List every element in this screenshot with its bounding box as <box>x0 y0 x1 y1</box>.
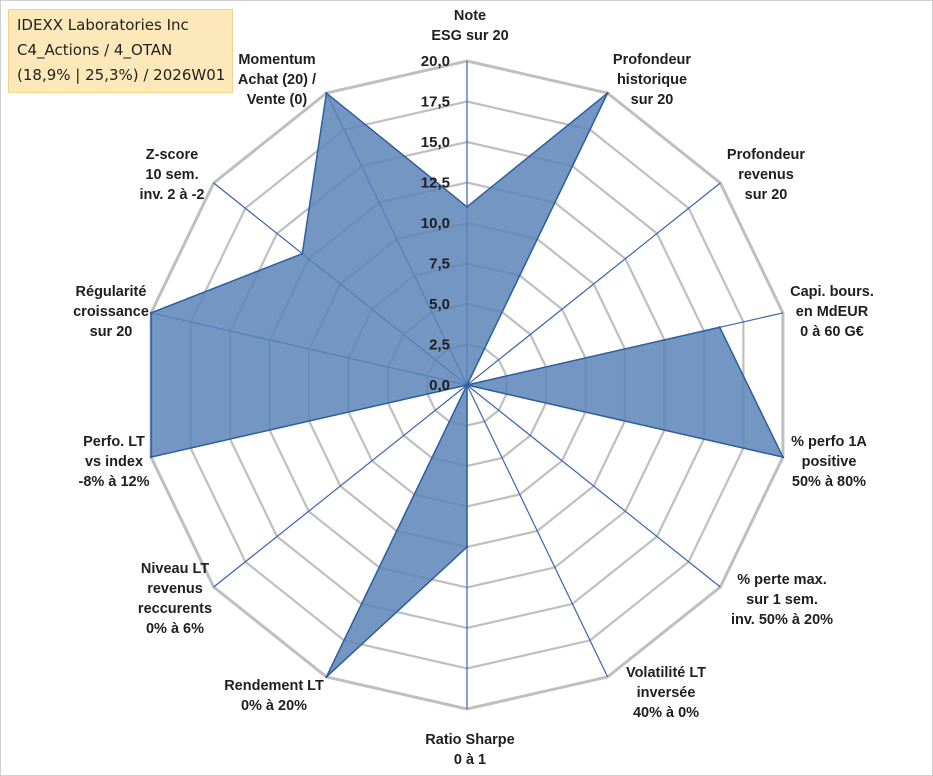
axis-label-line: Ratio Sharpe <box>425 732 514 748</box>
tick-label: 10,0 <box>421 215 450 232</box>
series-point-1 <box>606 91 609 95</box>
axis-label-13: Momentum Achat (20) / Vente (0) <box>238 52 316 108</box>
spoke-6 <box>466 384 609 678</box>
axis-label-line: revenus <box>738 167 794 183</box>
axis-label-line: ESG sur 20 <box>431 28 508 44</box>
axis-labels: Note ESG sur 20 Profondeur historique sur 20… <box>73 8 874 768</box>
axis-label-line: sur 20 <box>745 187 788 203</box>
axis-label-5: % perte max. sur 1 sem. inv. 50% à 20% <box>731 572 833 628</box>
portfolio-category: C4_Actions / 4_OTAN <box>17 41 173 59</box>
axis-label-line: Volatilité LT <box>626 665 706 681</box>
tick-label: 12,5 <box>421 175 450 192</box>
axis-label-line: % perte max. <box>737 572 826 588</box>
axis-label-11: Régularité croissance sur 20 <box>73 284 149 340</box>
axis-label-9: Niveau LT revenus reccurents 0% à 6% <box>138 561 212 637</box>
series-point-11 <box>149 311 153 315</box>
series-point-10 <box>149 455 153 459</box>
axis-label-line: Niveau LT <box>141 561 209 577</box>
series-point-7 <box>465 545 469 549</box>
series-point-8 <box>325 675 328 679</box>
axis-label-line: en MdEUR <box>796 304 869 320</box>
axis-label-line: Capi. bours. <box>790 284 874 300</box>
axis-label-line: Perfo. LT <box>83 434 145 450</box>
performance-week: (18,9% | 25,3%) / 2026W01 <box>17 66 226 84</box>
axis-label-line: Momentum <box>238 52 315 68</box>
axis-label-line: Rendement LT <box>224 678 324 694</box>
axis-label-line: 50% à 80% <box>792 474 866 490</box>
axis-label-line: Z-score <box>146 147 198 163</box>
spoke-5 <box>466 384 721 588</box>
axis-label-8: Rendement LT 0% à 20% <box>224 678 324 714</box>
tick-label: 17,5 <box>421 94 450 111</box>
series-point-9 <box>465 383 469 387</box>
axis-label-line: Régularité <box>76 284 147 300</box>
radial-tick-labels: 0,0 2,5 5,0 7,5 10,0 12,5 15,0 17,5 20,0 <box>421 53 450 394</box>
axis-label-line: 0% à 20% <box>241 698 307 714</box>
axis-label-line: % perfo 1A <box>791 434 867 450</box>
series-point-4 <box>781 455 785 459</box>
axis-label-line: inv. 50% à 20% <box>731 612 833 628</box>
axis-label-1: Profondeur historique sur 20 <box>613 52 691 108</box>
title-box: IDEXX Laboratories Inc C4_Actions / 4_OT… <box>8 9 233 93</box>
axis-label-4: % perfo 1A positive 50% à 80% <box>791 434 867 490</box>
axis-label-line: reccurents <box>138 601 212 617</box>
axis-label-line: sur 20 <box>90 324 133 340</box>
series-point-3 <box>718 326 721 329</box>
axis-label-line: revenus <box>147 581 203 597</box>
axis-label-0: Note ESG sur 20 <box>431 8 508 44</box>
radar-series <box>149 91 785 679</box>
axis-label-7: Ratio Sharpe 0 à 1 <box>425 732 514 768</box>
axis-label-line: 0 à 1 <box>454 752 486 768</box>
spoke-2 <box>466 182 721 386</box>
series-point-0 <box>465 205 469 208</box>
tick-label: 15,0 <box>421 134 450 151</box>
axis-label-line: inv. 2 à -2 <box>139 187 204 203</box>
axis-label-10: Perfo. LT vs index -8% à 12% <box>79 434 150 490</box>
axis-label-line: sur 20 <box>631 92 674 108</box>
axis-label-line: croissance <box>73 304 149 320</box>
axis-label-line: 0% à 6% <box>146 621 204 637</box>
axis-label-6: Volatilité LT inversée 40% à 0% <box>626 665 706 721</box>
axis-label-line: positive <box>802 454 857 470</box>
tick-label: 0,0 <box>429 377 450 394</box>
axis-label-line: 0 à 60 G€ <box>800 324 864 340</box>
axis-label-line: inversée <box>637 685 696 701</box>
axis-label-line: sur 1 sem. <box>746 592 818 608</box>
spoke-9 <box>213 384 468 588</box>
axis-label-line: Profondeur <box>727 147 805 163</box>
axis-label-line: Note <box>454 8 486 24</box>
axis-label-3: Capi. bours. en MdEUR 0 à 60 G€ <box>790 284 874 340</box>
tick-label: 2,5 <box>429 337 450 354</box>
axis-label-12: Z-score 10 sem. inv. 2 à -2 <box>139 147 204 203</box>
axis-label-line: Vente (0) <box>247 92 308 108</box>
series-point-13 <box>325 91 328 95</box>
axis-label-line: 10 sem. <box>145 167 198 183</box>
axis-label-line: Profondeur <box>613 52 691 68</box>
tick-label: 20,0 <box>421 53 450 70</box>
axis-label-line: Achat (20) / <box>238 72 316 88</box>
axis-label-line: -8% à 12% <box>79 474 150 490</box>
tick-label: 5,0 <box>429 296 450 313</box>
axis-label-2: Profondeur revenus sur 20 <box>727 147 805 203</box>
axis-label-line: 40% à 0% <box>633 705 699 721</box>
tick-label: 7,5 <box>429 256 450 273</box>
company-name: IDEXX Laboratories Inc <box>17 16 189 34</box>
series-point-12 <box>301 252 304 255</box>
axis-label-line: historique <box>617 72 687 88</box>
axis-label-line: vs index <box>85 454 143 470</box>
